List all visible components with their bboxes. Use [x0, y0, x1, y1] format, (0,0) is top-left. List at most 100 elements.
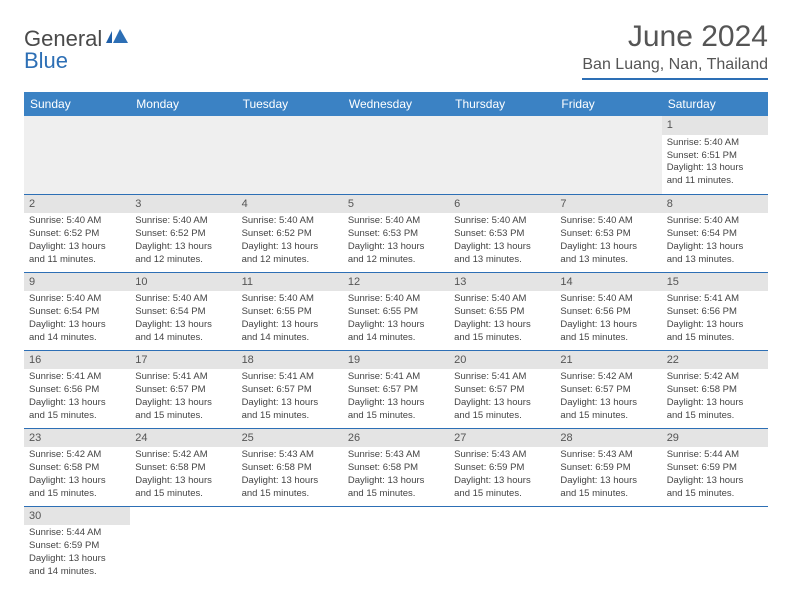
day-number: 19: [343, 351, 449, 370]
day-details: Sunrise: 5:43 AMSunset: 6:58 PMDaylight:…: [237, 447, 343, 504]
day-number: 28: [555, 429, 661, 448]
day-number: 3: [130, 195, 236, 214]
day-details: Sunrise: 5:41 AMSunset: 6:57 PMDaylight:…: [237, 369, 343, 426]
day-details: Sunrise: 5:41 AMSunset: 6:57 PMDaylight:…: [449, 369, 555, 426]
day-number: 14: [555, 273, 661, 292]
sunrise-text: Sunrise: 5:40 AM: [454, 293, 550, 306]
sunrise-text: Sunrise: 5:43 AM: [560, 449, 656, 462]
daylight-text-2: and 14 minutes.: [29, 332, 125, 345]
day-cell: 5Sunrise: 5:40 AMSunset: 6:53 PMDaylight…: [343, 194, 449, 272]
day-number: 13: [449, 273, 555, 292]
day-details: Sunrise: 5:40 AMSunset: 6:53 PMDaylight:…: [343, 213, 449, 270]
daylight-text: Daylight: 13 hours: [560, 475, 656, 488]
day-details: Sunrise: 5:40 AMSunset: 6:53 PMDaylight:…: [449, 213, 555, 270]
calendar-body: 1 Sunrise: 5:40 AM Sunset: 6:51 PM Daylight…: [24, 116, 768, 584]
day-cell: 18Sunrise: 5:41 AMSunset: 6:57 PMDayligh…: [237, 350, 343, 428]
sunset-text: Sunset: 6:53 PM: [348, 228, 444, 241]
sunset-text: Sunset: 6:54 PM: [135, 306, 231, 319]
daylight-text: Daylight: 13 hours: [560, 397, 656, 410]
day-number: 22: [662, 351, 768, 370]
calendar-table: Sunday Monday Tuesday Wednesday Thursday…: [24, 92, 768, 584]
weekday-header: Monday: [130, 92, 236, 116]
sunset-text: Sunset: 6:54 PM: [29, 306, 125, 319]
daylight-text: Daylight: 13 hours: [348, 319, 444, 332]
daylight-text: Daylight: 13 hours: [242, 475, 338, 488]
daylight-text-2: and 15 minutes.: [560, 332, 656, 345]
day-number: 29: [662, 429, 768, 448]
daylight-text-2: and 15 minutes.: [454, 332, 550, 345]
day-cell: 30Sunrise: 5:44 AMSunset: 6:59 PMDayligh…: [24, 506, 130, 584]
sunset-text: Sunset: 6:57 PM: [135, 384, 231, 397]
day-details: Sunrise: 5:44 AMSunset: 6:59 PMDaylight:…: [662, 447, 768, 504]
daylight-text: Daylight: 13 hours: [348, 397, 444, 410]
sunset-text: Sunset: 6:55 PM: [454, 306, 550, 319]
daylight-text: Daylight: 13 hours: [454, 241, 550, 254]
day-number: 18: [237, 351, 343, 370]
sunset-text: Sunset: 6:51 PM: [667, 150, 763, 163]
day-number: 4: [237, 195, 343, 214]
sunset-text: Sunset: 6:59 PM: [667, 462, 763, 475]
day-cell: 17Sunrise: 5:41 AMSunset: 6:57 PMDayligh…: [130, 350, 236, 428]
daylight-text: Daylight: 13 hours: [242, 397, 338, 410]
sunrise-text: Sunrise: 5:44 AM: [29, 527, 125, 540]
day-number: 17: [130, 351, 236, 370]
day-number: 5: [343, 195, 449, 214]
logo-text-blue: Blue: [24, 48, 68, 73]
day-details: Sunrise: 5:40 AMSunset: 6:54 PMDaylight:…: [24, 291, 130, 348]
daylight-text: Daylight: 13 hours: [454, 397, 550, 410]
daylight-text: Daylight: 13 hours: [667, 475, 763, 488]
day-number: 7: [555, 195, 661, 214]
daylight-text-2: and 15 minutes.: [29, 488, 125, 501]
sunrise-text: Sunrise: 5:40 AM: [29, 293, 125, 306]
day-cell: 9Sunrise: 5:40 AMSunset: 6:54 PMDaylight…: [24, 272, 130, 350]
day-details: Sunrise: 5:41 AMSunset: 6:57 PMDaylight:…: [343, 369, 449, 426]
daylight-text-2: and 12 minutes.: [348, 254, 444, 267]
daylight-text: Daylight: 13 hours: [29, 475, 125, 488]
daylight-text-2: and 13 minutes.: [560, 254, 656, 267]
day-cell: [237, 506, 343, 584]
day-details: Sunrise: 5:40 AMSunset: 6:56 PMDaylight:…: [555, 291, 661, 348]
day-cell: 16Sunrise: 5:41 AMSunset: 6:56 PMDayligh…: [24, 350, 130, 428]
daylight-text-2: and 15 minutes.: [242, 410, 338, 423]
sunrise-text: Sunrise: 5:42 AM: [667, 371, 763, 384]
daylight-text: Daylight: 13 hours: [135, 397, 231, 410]
day-cell: 24Sunrise: 5:42 AMSunset: 6:58 PMDayligh…: [130, 428, 236, 506]
sunrise-text: Sunrise: 5:42 AM: [560, 371, 656, 384]
daylight-text-2: and 13 minutes.: [454, 254, 550, 267]
daylight-text-2: and 15 minutes.: [454, 410, 550, 423]
daylight-text-2: and 15 minutes.: [348, 488, 444, 501]
sunrise-text: Sunrise: 5:40 AM: [348, 293, 444, 306]
day-details: Sunrise: 5:40 AMSunset: 6:52 PMDaylight:…: [24, 213, 130, 270]
sunset-text: Sunset: 6:59 PM: [29, 540, 125, 553]
calendar-row: 9Sunrise: 5:40 AMSunset: 6:54 PMDaylight…: [24, 272, 768, 350]
day-cell: 23Sunrise: 5:42 AMSunset: 6:58 PMDayligh…: [24, 428, 130, 506]
sunrise-text: Sunrise: 5:41 AM: [135, 371, 231, 384]
day-details: Sunrise: 5:41 AMSunset: 6:56 PMDaylight:…: [24, 369, 130, 426]
sunrise-text: Sunrise: 5:43 AM: [242, 449, 338, 462]
day-cell: [662, 506, 768, 584]
day-details: Sunrise: 5:43 AMSunset: 6:58 PMDaylight:…: [343, 447, 449, 504]
day-number: 1: [662, 116, 768, 135]
day-details: Sunrise: 5:40 AMSunset: 6:55 PMDaylight:…: [237, 291, 343, 348]
sunrise-text: Sunrise: 5:40 AM: [242, 293, 338, 306]
calendar-row: 1Sunrise: 5:40 AMSunset: 6:51 PMDaylight…: [24, 116, 768, 194]
daylight-text-2: and 15 minutes.: [560, 410, 656, 423]
day-details: Sunrise: 5:43 AMSunset: 6:59 PMDaylight:…: [555, 447, 661, 504]
daylight-text: Daylight: 13 hours: [242, 241, 338, 254]
sunset-text: Sunset: 6:53 PM: [560, 228, 656, 241]
day-number: 15: [662, 273, 768, 292]
sunset-text: Sunset: 6:56 PM: [667, 306, 763, 319]
day-cell: [449, 506, 555, 584]
sunset-text: Sunset: 6:57 PM: [348, 384, 444, 397]
day-cell: 21Sunrise: 5:42 AMSunset: 6:57 PMDayligh…: [555, 350, 661, 428]
day-cell: 10Sunrise: 5:40 AMSunset: 6:54 PMDayligh…: [130, 272, 236, 350]
day-details: Sunrise: 5:42 AMSunset: 6:57 PMDaylight:…: [555, 369, 661, 426]
day-details: Sunrise: 5:40 AMSunset: 6:55 PMDaylight:…: [343, 291, 449, 348]
daylight-text-2: and 15 minutes.: [667, 410, 763, 423]
daylight-text-2: and 14 minutes.: [29, 566, 125, 579]
sunrise-text: Sunrise: 5:41 AM: [348, 371, 444, 384]
daylight-text-2: and 13 minutes.: [667, 254, 763, 267]
sunrise-text: Sunrise: 5:40 AM: [135, 293, 231, 306]
daylight-text-2: and 14 minutes.: [242, 332, 338, 345]
daylight-text: Daylight: 13 hours: [560, 241, 656, 254]
